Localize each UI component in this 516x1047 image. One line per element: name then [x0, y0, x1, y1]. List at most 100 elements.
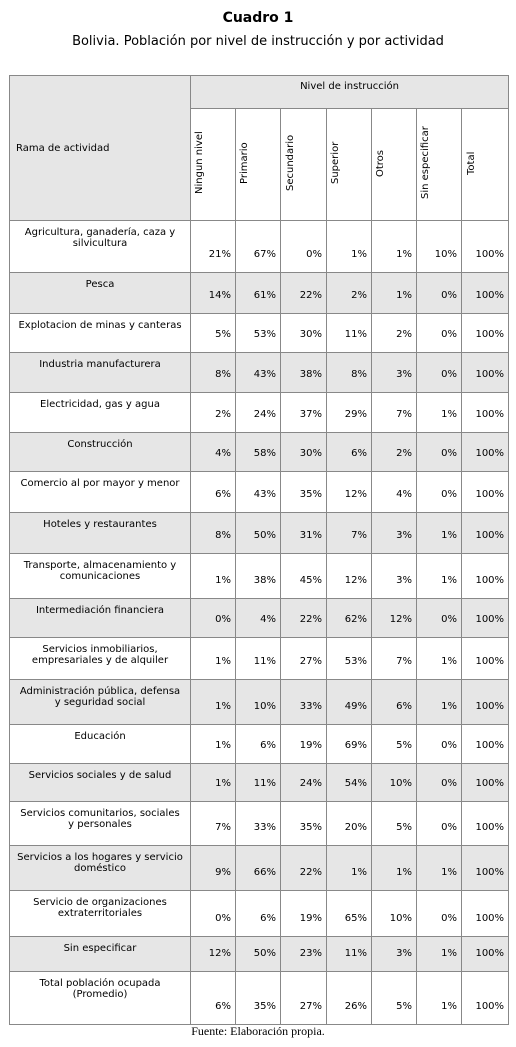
- value-cell: 1%: [416, 512, 462, 554]
- value-cell: 8%: [326, 352, 372, 393]
- row-label: Servicios inmobiliarios, empresariales y…: [9, 637, 191, 680]
- value-cell: 1%: [190, 763, 236, 802]
- value-cell: 0%: [416, 471, 462, 513]
- row-label: Servicios a los hogares y servicio domés…: [9, 845, 191, 891]
- value-cell: 8%: [190, 352, 236, 393]
- row-label: Transporte, almacenamiento y comunicacio…: [9, 553, 191, 599]
- value-cell: 10%: [416, 220, 462, 273]
- row-label: Servicios comunitarios, sociales y perso…: [9, 801, 191, 846]
- table-row: Intermediación financiera 0% 4% 22% 62% 12% 0%…: [9, 598, 510, 638]
- column-header: Primario: [239, 142, 250, 184]
- value-cell: 26%: [326, 971, 372, 1025]
- value-cell: 19%: [280, 890, 327, 937]
- value-cell: 11%: [326, 936, 372, 972]
- column-header-cell: Ningun nivel: [190, 108, 236, 221]
- column-header-cell: Sin especificar: [416, 108, 462, 221]
- table-row: Servicios inmobiliarios, empresariales y…: [9, 637, 510, 680]
- value-cell: 12%: [326, 471, 372, 513]
- value-cell: 1%: [416, 637, 462, 680]
- value-cell: 1%: [190, 679, 236, 725]
- value-cell: 100%: [460, 724, 510, 764]
- value-cell: 24%: [280, 763, 327, 802]
- value-cell: 1%: [416, 553, 462, 599]
- value-cell: 5%: [371, 724, 417, 764]
- value-cell: 1%: [416, 392, 462, 433]
- value-cell: 100%: [460, 679, 510, 725]
- value-cell: 50%: [235, 512, 281, 554]
- value-cell: 0%: [280, 220, 327, 273]
- value-cell: 100%: [460, 512, 510, 554]
- value-cell: 1%: [371, 272, 417, 314]
- row-label: Intermediación financiera: [9, 598, 191, 638]
- value-cell: 100%: [460, 272, 510, 314]
- value-cell: 1%: [371, 220, 417, 273]
- value-cell: 12%: [326, 553, 372, 599]
- value-cell: 27%: [280, 637, 327, 680]
- value-cell: 6%: [190, 971, 236, 1025]
- row-label: Sin especificar: [9, 936, 191, 972]
- value-cell: 14%: [190, 272, 236, 314]
- value-cell: 22%: [280, 598, 327, 638]
- value-cell: 21%: [190, 220, 236, 273]
- value-cell: 35%: [235, 971, 281, 1025]
- value-cell: 100%: [460, 763, 510, 802]
- header-row: Ningun nivel Primario Secundario Superior Ot…: [10, 108, 510, 221]
- column-header: Secundario: [284, 134, 296, 192]
- source-note: Fuente: Elaboración propia.: [191, 1024, 325, 1038]
- value-cell: 3%: [371, 352, 417, 393]
- value-cell: 1%: [190, 553, 236, 599]
- row-label: Industria manufacturera: [9, 352, 191, 393]
- value-cell: 10%: [235, 679, 281, 725]
- value-cell: 2%: [371, 432, 417, 472]
- value-cell: 6%: [326, 432, 372, 472]
- value-cell: 100%: [460, 392, 510, 433]
- group-header: Nivel de instrucción: [189, 75, 510, 109]
- value-cell: 6%: [235, 890, 281, 937]
- value-cell: 24%: [235, 392, 281, 433]
- value-cell: 11%: [326, 313, 372, 353]
- header-row: Rama de actividad Nivel de instrucción: [9, 75, 510, 221]
- value-cell: 5%: [371, 801, 417, 846]
- value-cell: 0%: [416, 313, 462, 353]
- value-cell: 67%: [235, 220, 281, 273]
- value-cell: 22%: [280, 272, 327, 314]
- table-row: Servicio de organizaciones extraterritor…: [9, 890, 510, 937]
- column-header: Sin especificar: [420, 126, 431, 200]
- value-cell: 7%: [326, 512, 372, 554]
- value-cell: 6%: [371, 679, 417, 725]
- value-cell: 100%: [460, 598, 510, 638]
- table-row: Construcción 4% 58% 30% 6% 2% 0% 100%: [9, 432, 510, 472]
- row-label: Servicios sociales y de salud: [9, 763, 191, 802]
- table-row: Pesca 14% 61% 22% 2% 1% 0% 100%: [9, 272, 510, 314]
- value-cell: 30%: [280, 313, 327, 353]
- table-row: Sin especificar 12% 50% 23% 11% 3% 1% 100%: [9, 936, 510, 972]
- column-header-cell: Secundario: [280, 108, 327, 221]
- value-cell: 5%: [371, 971, 417, 1025]
- row-label: Agricultura, ganadería, caza y silvicult…: [9, 220, 191, 273]
- value-cell: 7%: [371, 637, 417, 680]
- value-cell: 9%: [190, 845, 236, 891]
- value-cell: 20%: [326, 801, 372, 846]
- value-cell: 35%: [280, 471, 327, 513]
- value-cell: 33%: [235, 801, 281, 846]
- value-cell: 1%: [190, 724, 236, 764]
- value-cell: 1%: [416, 845, 462, 891]
- value-cell: 12%: [190, 936, 236, 972]
- value-cell: 6%: [190, 471, 236, 513]
- row-label: Administración pública, defensa y seguri…: [9, 679, 191, 725]
- table-row: Industria manufacturera 8% 43% 38% 8% 3% 0% 100…: [9, 352, 510, 393]
- value-cell: 5%: [190, 313, 236, 353]
- value-cell: 35%: [280, 801, 327, 846]
- value-cell: 100%: [460, 352, 510, 393]
- column-header: Ningun nivel: [194, 131, 205, 195]
- table-row: Transporte, almacenamiento y comunicacio…: [9, 553, 510, 599]
- value-cell: 23%: [280, 936, 327, 972]
- value-cell: 0%: [416, 801, 462, 846]
- value-cell: 19%: [280, 724, 327, 764]
- value-cell: 100%: [460, 637, 510, 680]
- row-label: Construcción: [9, 432, 191, 472]
- table-row: Educación 1% 6% 19% 69% 5% 0% 100%: [9, 724, 510, 764]
- value-cell: 100%: [460, 845, 510, 891]
- value-cell: 43%: [235, 471, 281, 513]
- value-cell: 31%: [280, 512, 327, 554]
